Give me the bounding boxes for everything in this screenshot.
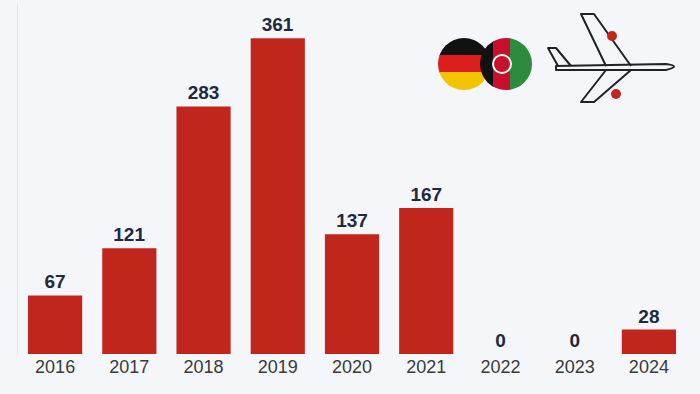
svg-text:2022: 2022 [480, 357, 520, 377]
svg-text:361: 361 [262, 14, 294, 35]
svg-text:2016: 2016 [35, 357, 75, 377]
svg-text:2019: 2019 [258, 357, 298, 377]
svg-text:2020: 2020 [332, 357, 372, 377]
svg-text:2024: 2024 [629, 357, 669, 377]
svg-text:0: 0 [495, 330, 506, 351]
svg-text:0: 0 [569, 330, 580, 351]
svg-text:2018: 2018 [184, 357, 224, 377]
svg-text:2017: 2017 [109, 357, 149, 377]
svg-text:2021: 2021 [406, 357, 446, 377]
svg-text:121: 121 [113, 224, 145, 245]
svg-text:167: 167 [410, 184, 442, 205]
svg-text:2023: 2023 [555, 357, 595, 377]
svg-text:28: 28 [638, 306, 659, 327]
svg-text:137: 137 [336, 210, 368, 231]
svg-text:67: 67 [45, 271, 66, 292]
svg-text:283: 283 [188, 82, 220, 103]
